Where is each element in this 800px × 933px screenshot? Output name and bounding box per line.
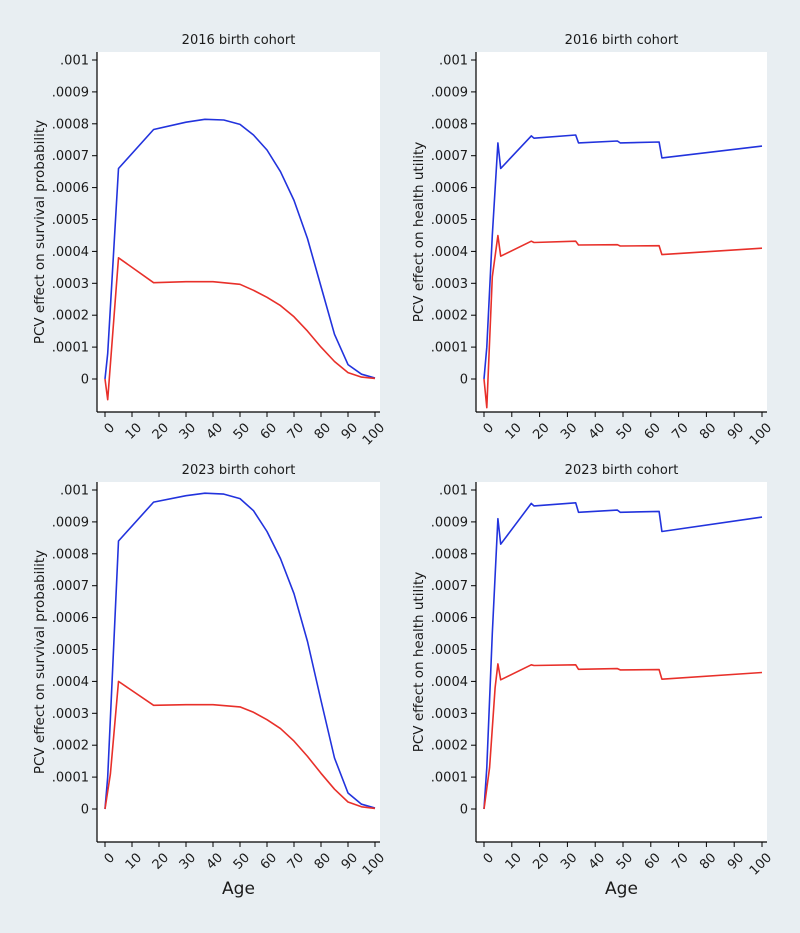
y-tick-label: .0003 xyxy=(52,277,89,292)
y-tick-label: .0008 xyxy=(431,547,468,562)
y-axis-label: PCV effect on health utility xyxy=(411,572,427,753)
series-line-red xyxy=(104,257,376,401)
y-tick-label: .0004 xyxy=(52,675,89,690)
chart-title: 2016 birth cohort xyxy=(565,33,679,48)
chart-title: 2016 birth cohort xyxy=(182,33,296,48)
plot-area xyxy=(97,52,380,412)
y-axis-label: PCV effect on survival probability xyxy=(32,550,48,774)
y-tick-label: 0 xyxy=(460,803,468,818)
y-tick-label: .0008 xyxy=(431,117,468,132)
plot-area xyxy=(476,52,767,412)
chart-panel-4: 2023 birth cohort .001 .0009 .0008 .0007 .000… xyxy=(411,463,775,899)
y-tick-label: .0003 xyxy=(52,707,89,722)
y-tick-label: .0005 xyxy=(52,213,89,228)
x-axis-label: Age xyxy=(222,879,255,899)
y-tick-label: .0002 xyxy=(52,739,89,754)
chart-title: 2023 birth cohort xyxy=(565,463,679,478)
plot-area xyxy=(476,482,767,842)
y-tick-label: .0001 xyxy=(52,771,89,786)
y-tick-label: .0007 xyxy=(52,149,89,164)
y-tick-label: .0007 xyxy=(431,579,468,594)
y-tick-label: .001 xyxy=(60,54,89,69)
chart-panel-2: 2016 birth cohort .001 .0009 .0008 .0007 .000… xyxy=(411,33,775,449)
series-line-blue xyxy=(483,134,763,380)
y-tick-label: .0008 xyxy=(52,117,89,132)
y-tick-label: .0002 xyxy=(431,739,468,754)
y-tick-label: .0001 xyxy=(431,771,468,786)
y-tick-label: .0006 xyxy=(431,181,468,196)
y-tick-label: .0007 xyxy=(52,579,89,594)
y-tick-label: 0 xyxy=(460,373,468,388)
y-tick-label: .0002 xyxy=(52,309,89,324)
y-tick-label: .0001 xyxy=(52,341,89,356)
chart-panel-1: 2016 birth cohort .001 .0009 .0008 .0007 .000… xyxy=(32,33,388,449)
y-tick-label: 0 xyxy=(81,373,89,388)
y-tick-label: .0002 xyxy=(431,309,468,324)
y-tick-label: .0004 xyxy=(431,245,468,260)
x-axis-label: Age xyxy=(605,879,638,899)
y-tick-label: .001 xyxy=(60,484,89,499)
y-tick-label: .0001 xyxy=(431,341,468,356)
y-tick-label: .0004 xyxy=(52,245,89,260)
y-tick-label: .0009 xyxy=(52,515,89,530)
y-tick-label: 0 xyxy=(81,803,89,818)
y-tick-label: .0005 xyxy=(52,643,89,658)
plot-area xyxy=(97,482,380,842)
series-line-blue xyxy=(483,502,763,810)
y-tick-label: .001 xyxy=(439,484,468,499)
y-tick-label: .0003 xyxy=(431,277,468,292)
y-tick-label: .0007 xyxy=(431,149,468,164)
y-tick-label: .0009 xyxy=(431,515,468,530)
series-line-blue xyxy=(104,492,376,810)
y-axis-label: PCV effect on health utility xyxy=(411,142,427,323)
y-tick-label: .0006 xyxy=(431,611,468,626)
y-tick-label: .0008 xyxy=(52,547,89,562)
series-line-red xyxy=(483,234,763,409)
y-tick-label: .0003 xyxy=(431,707,468,722)
series-line-red xyxy=(483,663,763,810)
chart-title: 2023 birth cohort xyxy=(182,463,296,478)
y-tick-label: .0009 xyxy=(431,85,468,100)
y-tick-label: .0009 xyxy=(52,85,89,100)
y-axis-label: PCV effect on survival probability xyxy=(32,120,48,344)
y-tick-label: .001 xyxy=(439,54,468,69)
y-tick-label: .0006 xyxy=(52,181,89,196)
y-tick-label: .0006 xyxy=(52,611,89,626)
y-tick-label: .0005 xyxy=(431,643,468,658)
series-line-red xyxy=(104,680,376,810)
series-line-blue xyxy=(104,118,376,380)
y-tick-label: .0004 xyxy=(431,675,468,690)
y-tick-label: .0005 xyxy=(431,213,468,228)
